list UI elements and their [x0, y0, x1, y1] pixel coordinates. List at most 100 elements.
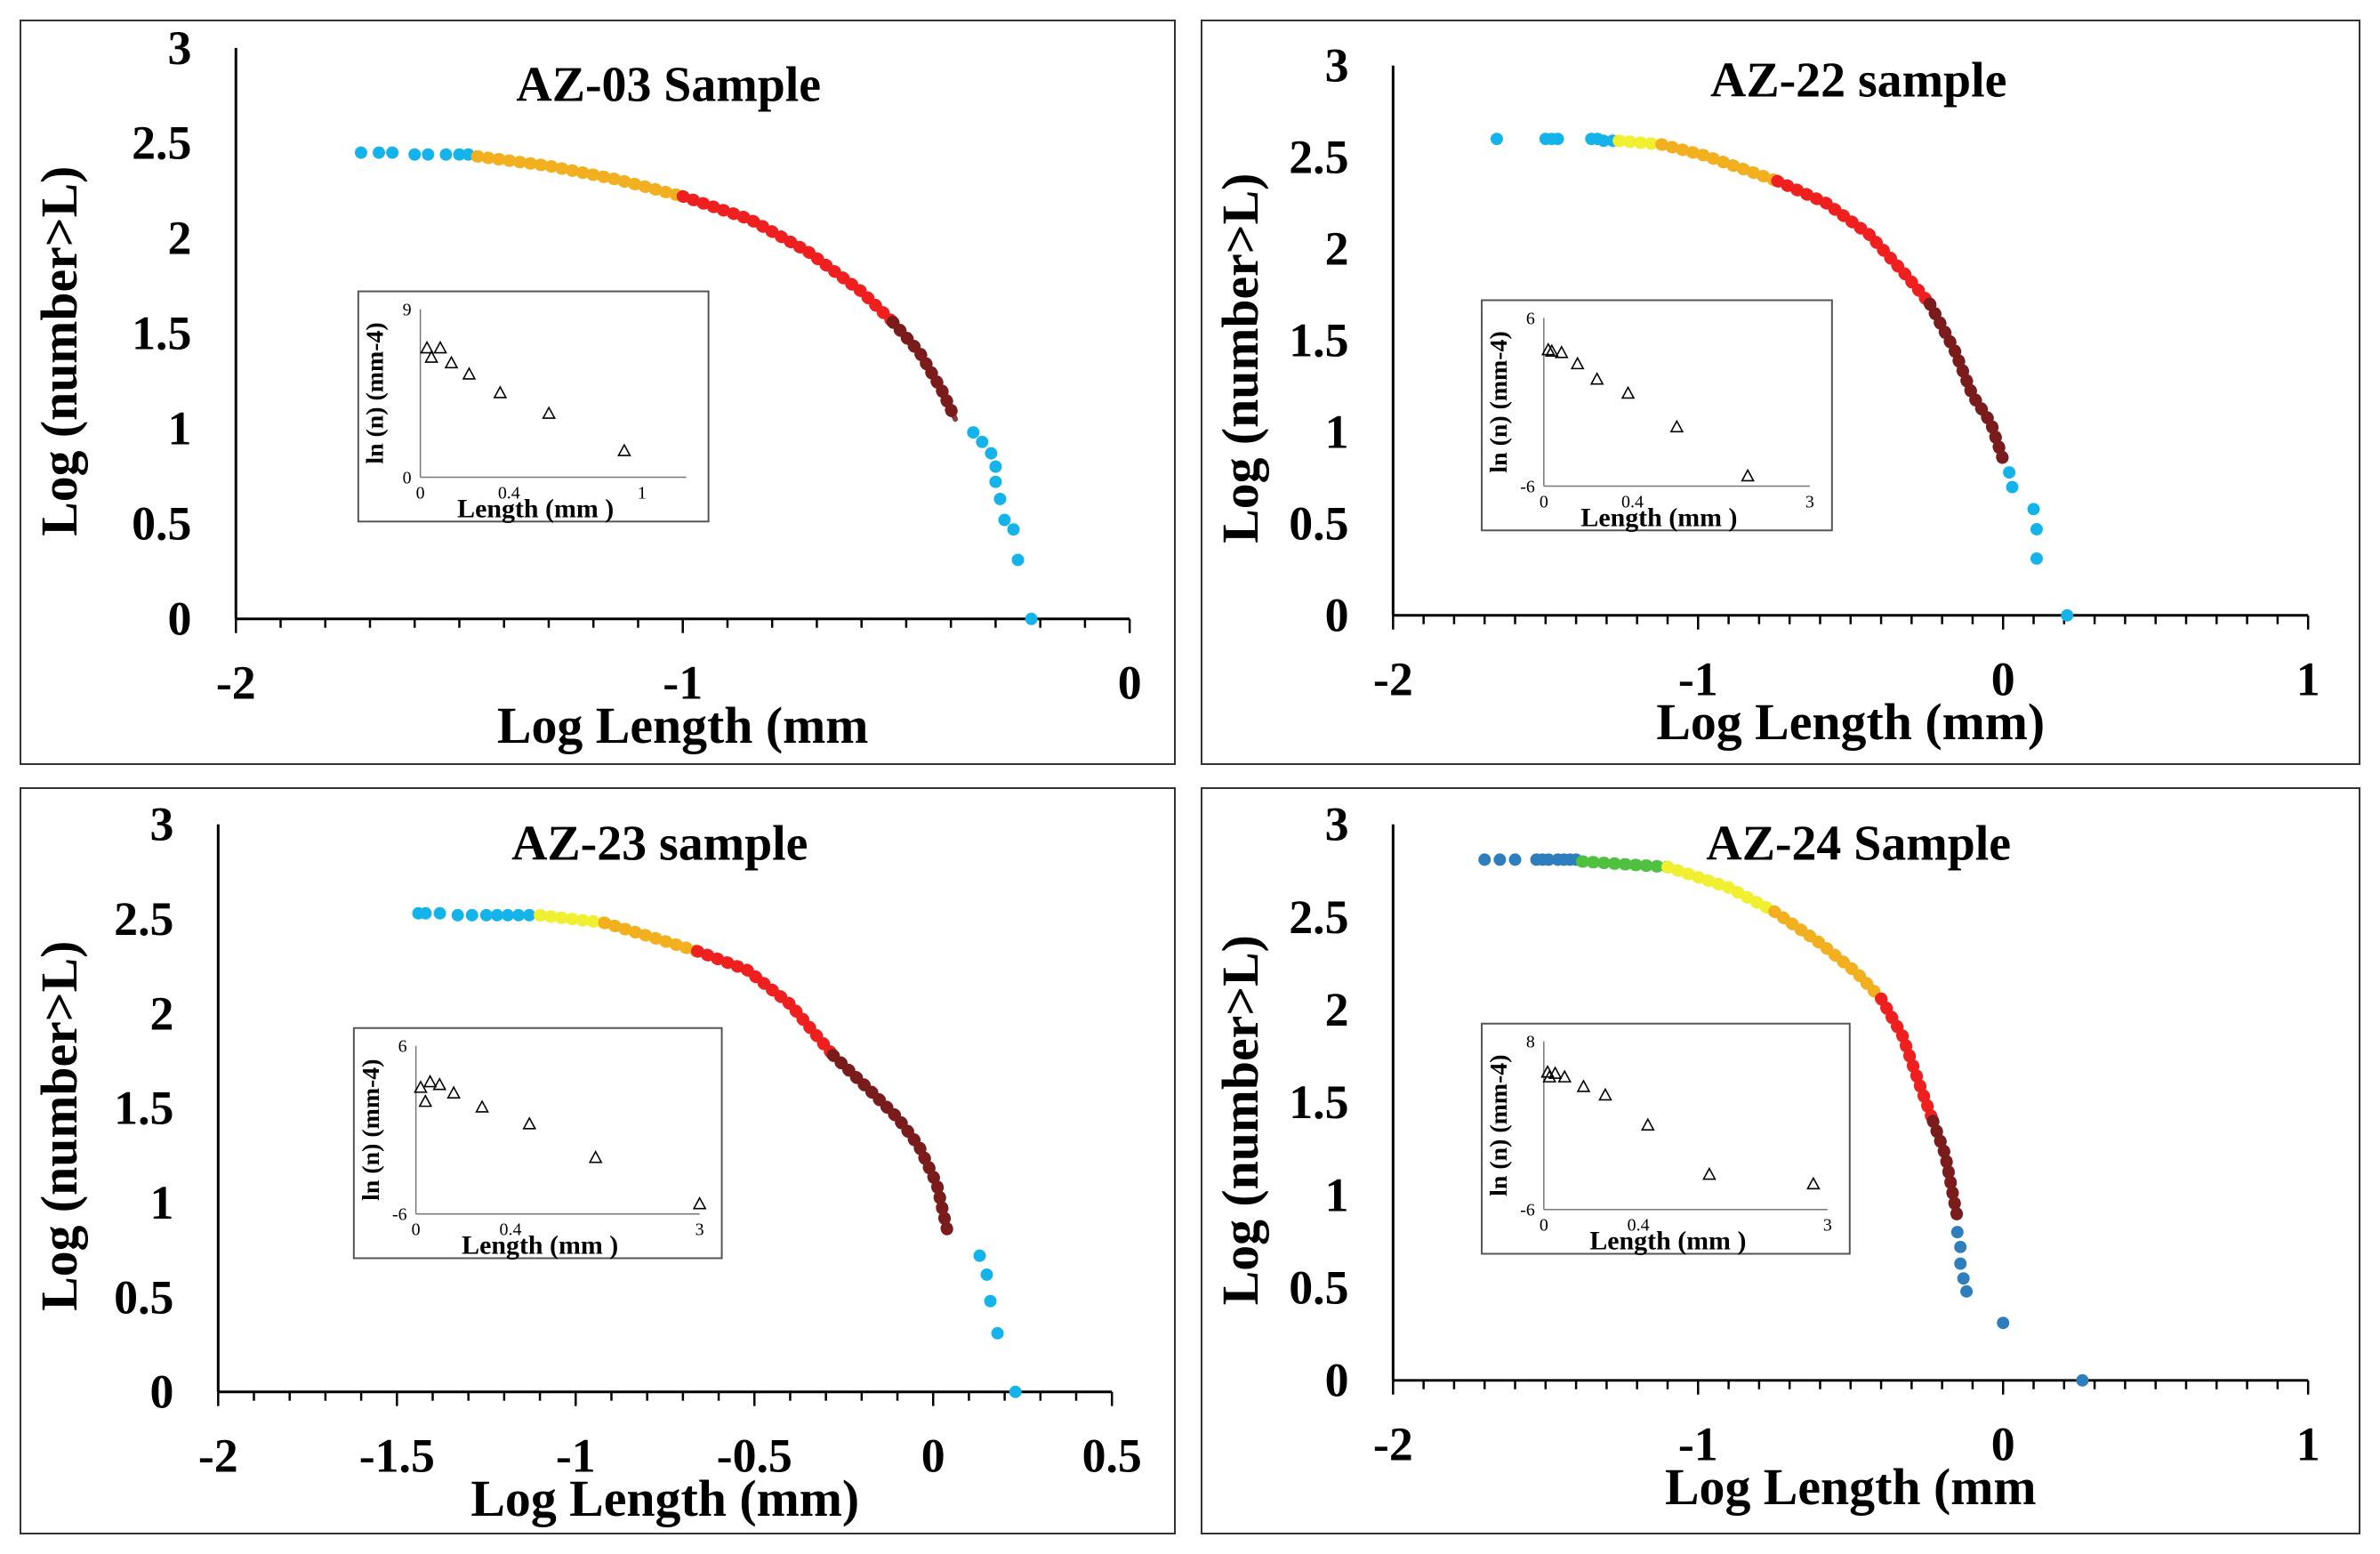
y-tick-label: 2.5 — [1289, 131, 1348, 184]
x-tick-label: -1 — [1678, 1417, 1718, 1470]
inset-y-tick-label: 6 — [398, 1037, 407, 1057]
inset-triangle-marker — [1540, 342, 1556, 356]
x-axis-label: Log Length (mm — [497, 698, 869, 754]
y-tick-label: 2 — [1325, 983, 1349, 1036]
chart-svg: AZ-24 Sample -2 -1 0 1 0 0.5 1 1.5 2 2.5 3 Log Lengt… — [1213, 798, 2320, 1516]
data-point-blue — [1542, 853, 1556, 866]
inset-triangle-marker — [588, 1150, 603, 1163]
data-point-blue — [2076, 1373, 2089, 1387]
inset-triangle-marker — [1542, 1069, 1557, 1083]
data-series-core-orange — [1659, 141, 1781, 184]
y-tick-label: 0.5 — [1289, 497, 1348, 551]
data-point-blue — [1997, 1316, 2010, 1330]
data-series-core-orange — [1772, 908, 1885, 1002]
chart-title: AZ-22 sample — [1710, 53, 2006, 109]
data-point-cyan — [976, 435, 989, 448]
y-axis-label: Log (number>L) — [1213, 173, 1269, 543]
y-tick-label: 1.5 — [132, 307, 191, 360]
x-tick-label: -1 — [1678, 652, 1718, 705]
data-point-cyan — [501, 908, 514, 922]
y-tick-label: 1 — [167, 402, 191, 455]
chart-panel-az23: AZ-23 sample -2 -1.5 -1 -0.5 0 0.5 0 0.5 1 1.5 2 2.5… — [20, 787, 1176, 1534]
inset-triangle-marker — [1620, 385, 1636, 399]
inset-chart: 0 0.4 1 0 9 Length (mm ) ln (n) (mm-4) — [357, 290, 710, 523]
y-tick-label: 3 — [150, 798, 174, 851]
inset-x-tick-label: 0.4 — [1621, 492, 1644, 511]
data-point-cyan — [2061, 608, 2074, 622]
x-tick-label: -2 — [1373, 652, 1413, 705]
data-point-blue — [1954, 1240, 1967, 1253]
inset-frame — [357, 290, 710, 523]
inset-frame — [1481, 299, 1833, 532]
data-point-cyan — [479, 908, 493, 922]
data-series-red — [1771, 174, 1936, 310]
inset-y-axis-label: ln (n) (mm-4) — [362, 322, 390, 463]
y-tick-label: 1.5 — [1289, 314, 1348, 367]
inset-y-tick-label: -6 — [1520, 477, 1535, 496]
inset-x-axis-label: Length (mm ) — [462, 1231, 618, 1260]
inset-x-tick-label: 0.4 — [1628, 1216, 1650, 1236]
y-axis-label: Log (number>L) — [32, 166, 88, 536]
x-axis-label: Log Length (mm) — [470, 1471, 859, 1527]
chart-title: AZ-23 sample — [511, 817, 808, 872]
chart-svg: AZ-23 sample -2 -1.5 -1 -0.5 0 0.5 0 0.5 1 1.5 2 2.5… — [32, 798, 1142, 1527]
inset-triangle-marker — [422, 1074, 438, 1088]
inset-x-tick-label: 0 — [1540, 492, 1548, 511]
inset-x-tick-label: 3 — [1805, 492, 1814, 511]
data-point-cyan — [511, 908, 525, 922]
data-point-cyan — [984, 1294, 997, 1308]
inset-triangle-marker — [1548, 1066, 1563, 1079]
x-tick-label: -2 — [198, 1429, 238, 1482]
y-tick-label: 2 — [150, 986, 174, 1040]
inset-triangle-marker — [432, 1077, 447, 1091]
inset-triangle-marker — [1557, 1069, 1572, 1083]
data-point-blue — [1960, 1284, 1974, 1298]
inset-chart: 0 0.4 3 -6 8 Length (mm ) ln (n) (mm-4) — [1481, 1022, 1851, 1256]
data-point-cyan — [433, 906, 446, 920]
inset-triangle-marker — [1598, 1087, 1612, 1101]
inset-triangle-marker — [420, 340, 434, 354]
data-series-core-yellow — [537, 912, 607, 926]
data-point-blue — [1478, 853, 1492, 866]
data-series-core-red — [1878, 995, 1936, 1124]
inset-frame — [1481, 1022, 1851, 1255]
inset-triangle-marker — [462, 366, 477, 380]
y-tick-label: 0.5 — [132, 497, 191, 551]
inset-triangle-marker — [1741, 468, 1755, 482]
chart-panel-az22: AZ-22 sample -2 -1 0 1 0 0.5 1 1.5 2 2.5 3 Log Lengt… — [1201, 20, 2360, 765]
inset-chart: 0 0.4 3 -6 6 Length (mm ) ln (n) (mm-4) — [1481, 299, 1833, 532]
data-series-core-red — [679, 193, 896, 325]
inset-x-axis-label: Length (mm ) — [1580, 503, 1737, 532]
inset-triangle-marker — [418, 1094, 433, 1107]
inset-triangle-marker — [1806, 1176, 1821, 1190]
y-tick-label: 2.5 — [114, 892, 173, 946]
data-point-cyan — [1025, 612, 1038, 625]
data-point-cyan — [989, 475, 1002, 488]
data-series-red — [676, 189, 899, 328]
y-tick-label: 0.5 — [114, 1270, 173, 1324]
y-tick-label: 1 — [150, 1176, 174, 1229]
data-point-cyan — [973, 1249, 986, 1262]
data-point-blue — [1957, 1272, 1970, 1285]
chart-panel-az03: AZ-03 Sample -2 -1 0 0 0.5 1 1.5 2 2.5 3 Log Length… — [20, 20, 1176, 765]
inset-chart: 0 0.4 3 -6 6 Length (mm ) ln (n) (mm-4) — [352, 1027, 723, 1260]
y-tick-label: 0 — [167, 592, 191, 646]
y-tick-label: 2.5 — [132, 117, 191, 170]
inset-triangle-marker — [444, 355, 459, 369]
y-tick-label: 1.5 — [1289, 1075, 1348, 1129]
inset-y-axis-label: ln (n) (mm-4) — [358, 1059, 385, 1200]
data-point-blue — [1954, 1257, 1967, 1270]
data-point-cyan — [439, 148, 453, 161]
y-axis-label: Log (number>L) — [32, 941, 88, 1311]
chart-title: AZ-24 Sample — [1706, 817, 2011, 872]
inset-triangle-marker — [1640, 1117, 1655, 1131]
data-series-maroon — [826, 1049, 954, 1237]
inset-triangle-marker — [475, 1099, 489, 1113]
data-point-cyan — [1009, 1385, 1022, 1398]
x-tick-label: 0.5 — [1082, 1429, 1142, 1482]
y-tick-label: 0 — [1325, 1354, 1349, 1407]
inset-y-tick-label: 6 — [1526, 309, 1535, 328]
data-point-cyan — [490, 908, 503, 922]
y-tick-label: 1 — [1325, 1168, 1349, 1221]
